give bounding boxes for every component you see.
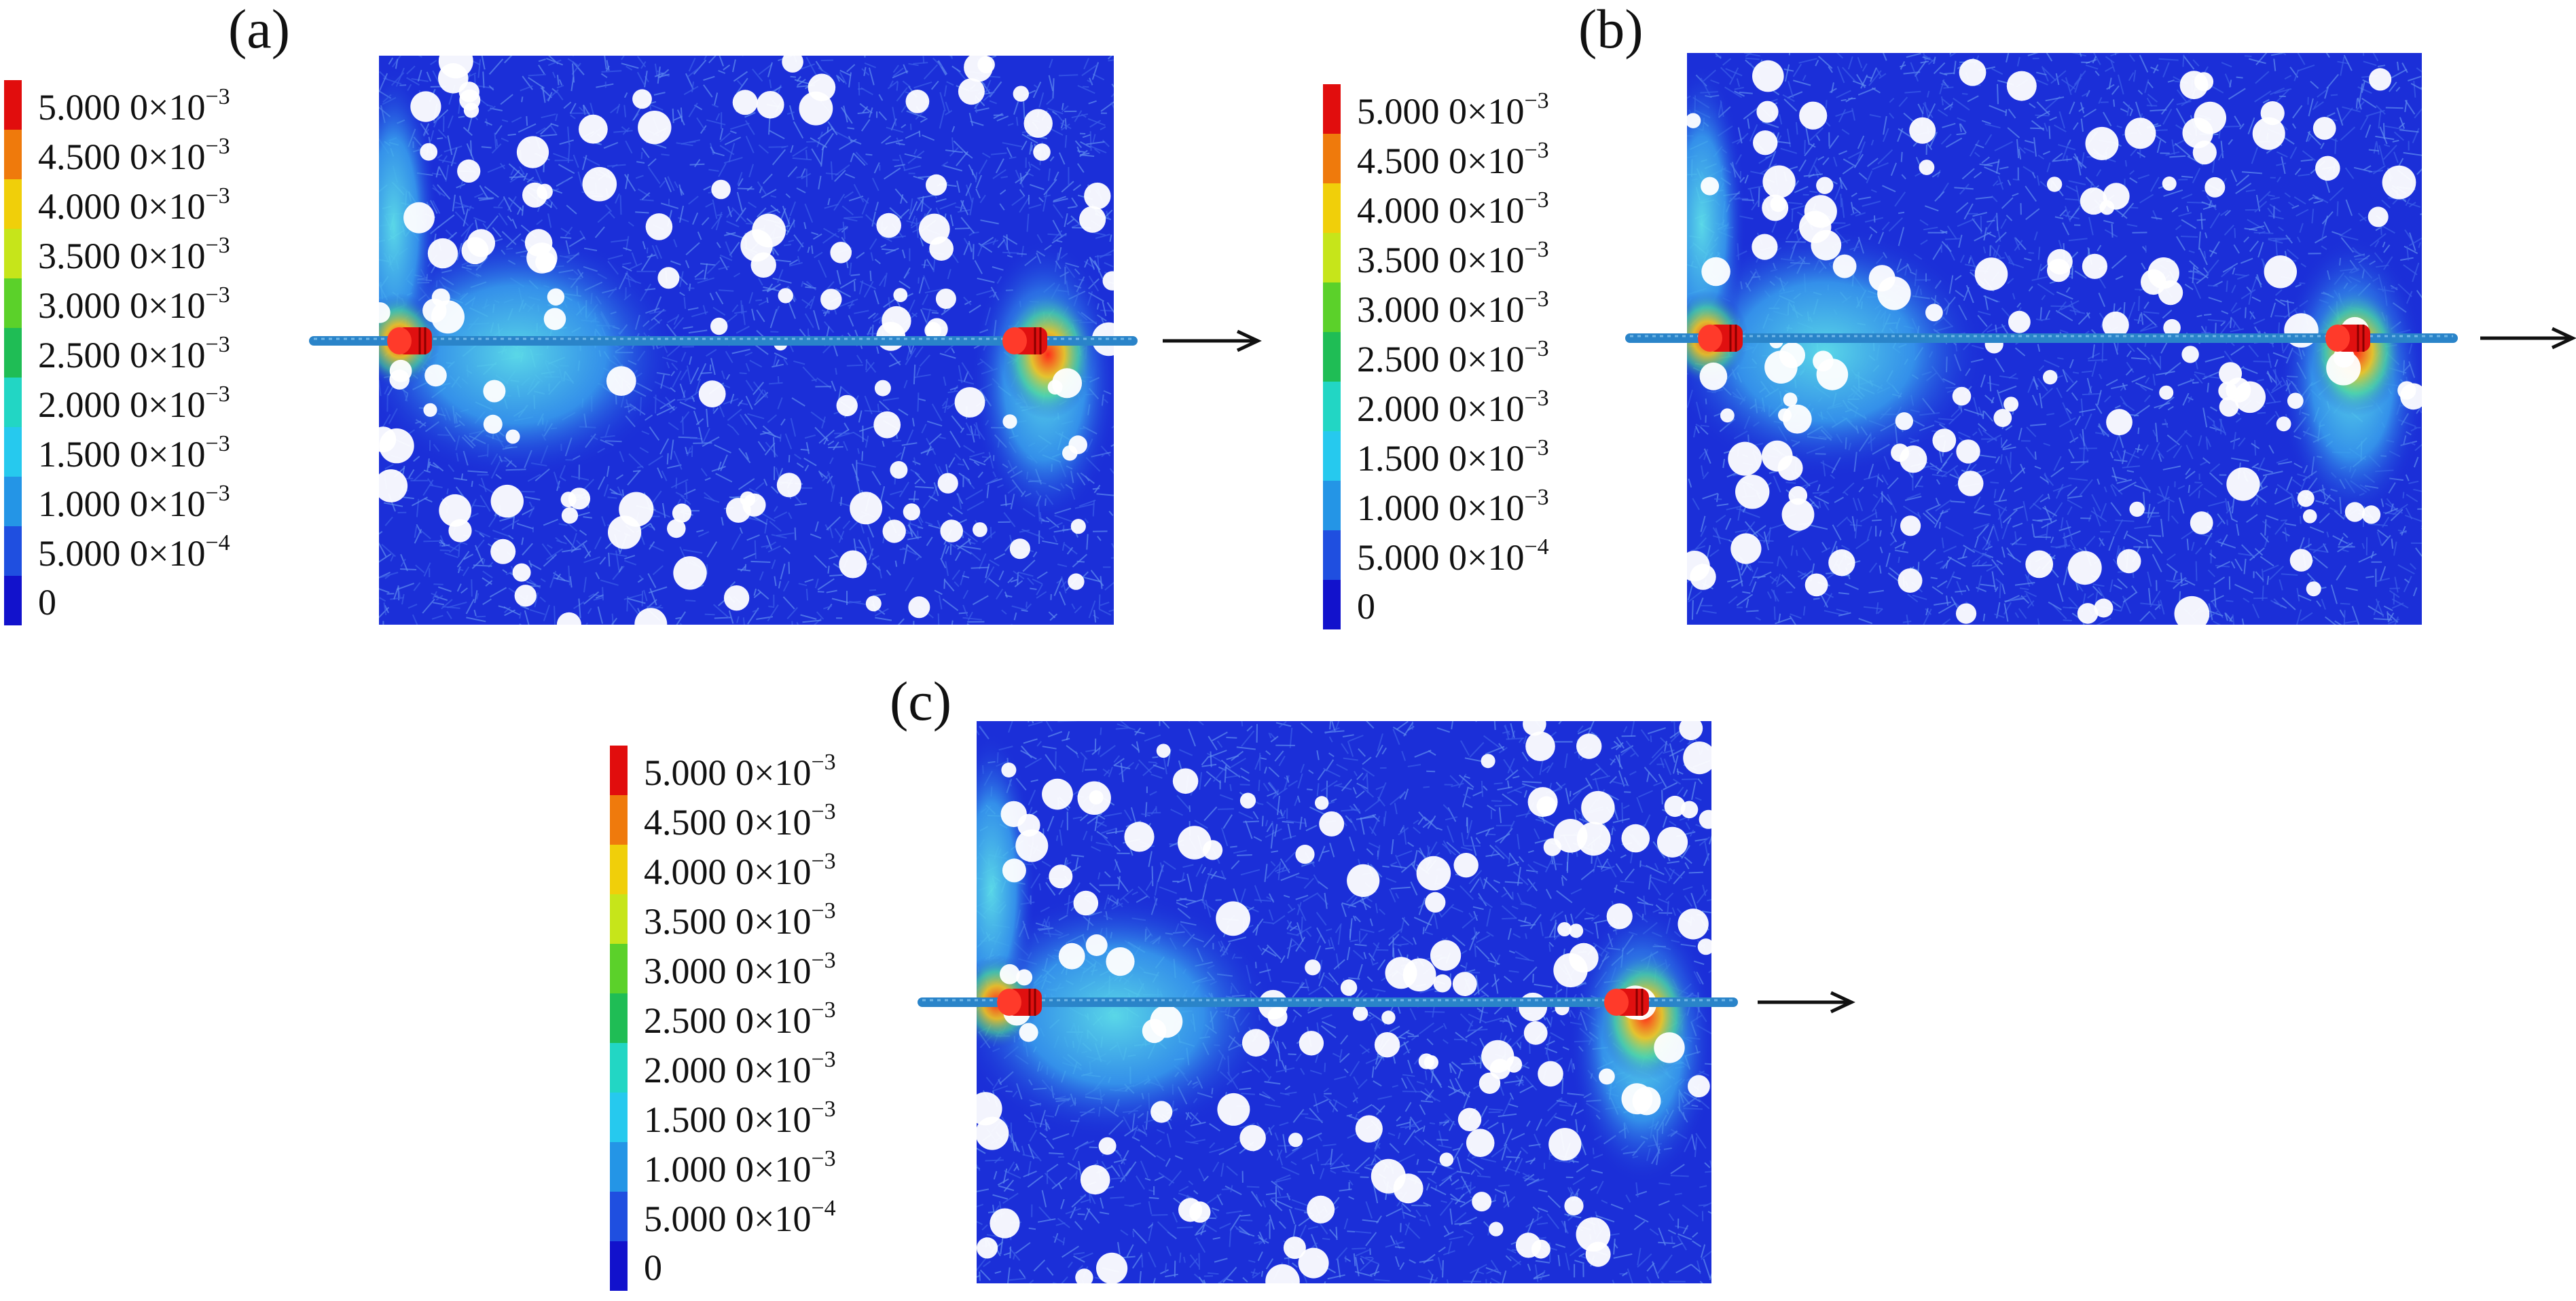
legend-label: 3.500 0×10−3	[644, 898, 836, 942]
legend-swatch	[4, 229, 22, 278]
legend-label: 3.500 0×10−3	[1357, 237, 1549, 280]
legend-swatch	[4, 80, 22, 130]
legend-swatch	[610, 894, 628, 944]
legend-label: 3.000 0×10−3	[38, 282, 230, 326]
legend-swatch	[610, 1142, 628, 1192]
legend-label: 0	[1357, 586, 1375, 627]
legend-label: 2.500 0×10−3	[644, 997, 836, 1041]
legend-label: 4.000 0×10−3	[38, 183, 230, 227]
direction-arrow	[1163, 329, 1262, 352]
legend-label: 2.500 0×10−3	[1357, 336, 1549, 380]
legend-label: 4.500 0×10−3	[1357, 138, 1549, 181]
legend-label: 3.500 0×10−3	[38, 233, 230, 276]
legend-swatch	[610, 746, 628, 795]
probe	[997, 989, 1042, 1016]
direction-arrow	[1758, 991, 1855, 1014]
legend-swatch	[1323, 233, 1341, 282]
legend-swatch	[610, 1241, 628, 1291]
legend-swatch	[610, 845, 628, 894]
legend-swatch	[4, 576, 22, 625]
legend-swatch	[4, 477, 22, 526]
legend-label: 3.000 0×10−3	[1357, 287, 1549, 330]
legend-swatch	[610, 1043, 628, 1093]
legend-swatch	[1323, 282, 1341, 332]
legend-label: 4.000 0×10−3	[644, 849, 836, 892]
legend-label: 1.500 0×10−3	[38, 431, 230, 475]
probe	[2325, 325, 2370, 352]
legend-swatch	[4, 378, 22, 427]
legend-label: 0	[38, 582, 56, 623]
legend-swatch	[1323, 84, 1341, 134]
legend-swatch	[610, 993, 628, 1043]
legend-label: 5.000 0×10−4	[38, 530, 230, 574]
legend-swatch	[1323, 431, 1341, 481]
legend-swatch	[610, 944, 628, 993]
legend-swatch	[1323, 580, 1341, 629]
legend-swatch	[4, 278, 22, 328]
legend-label: 5.000 0×10−3	[644, 750, 836, 793]
legend-swatch	[1323, 530, 1341, 580]
legend-label: 5.000 0×10−4	[644, 1196, 836, 1239]
legend-swatch	[1323, 481, 1341, 530]
legend-swatch	[4, 526, 22, 576]
legend-swatch	[4, 328, 22, 378]
legend-label: 4.500 0×10−3	[644, 799, 836, 843]
probe	[1604, 989, 1649, 1016]
legend-label: 3.000 0×10−3	[644, 948, 836, 991]
legend-label: 5.000 0×10−3	[1357, 88, 1549, 132]
direction-arrow	[2480, 327, 2576, 350]
legend-label: 2.500 0×10−3	[38, 332, 230, 375]
panel-label-a: (a)	[228, 0, 291, 60]
legend-swatch	[610, 1093, 628, 1142]
legend-label: 1.000 0×10−3	[38, 481, 230, 524]
probe	[1698, 325, 1743, 352]
legend-label: 5.000 0×10−4	[1357, 534, 1549, 578]
legend-swatch	[610, 795, 628, 845]
legend-label: 2.000 0×10−3	[644, 1047, 836, 1091]
legend-swatch	[1323, 134, 1341, 183]
legend-swatch	[1323, 382, 1341, 431]
legend-label: 0	[644, 1247, 662, 1288]
legend-label: 2.000 0×10−3	[38, 382, 230, 425]
legend-label: 1.000 0×10−3	[1357, 485, 1549, 528]
panel-label-b: (b)	[1578, 0, 1644, 60]
legend-label: 4.500 0×10−3	[38, 134, 230, 177]
legend-swatch	[1323, 183, 1341, 233]
legend-label: 1.000 0×10−3	[644, 1146, 836, 1190]
legend-swatch	[4, 427, 22, 477]
legend-label: 1.500 0×10−3	[1357, 435, 1549, 479]
legend-label: 1.500 0×10−3	[644, 1097, 836, 1140]
legend-swatch	[4, 179, 22, 229]
panel-label-c: (c)	[890, 670, 952, 732]
legend-swatch	[1323, 332, 1341, 382]
probe	[387, 327, 432, 354]
legend-label: 2.000 0×10−3	[1357, 386, 1549, 429]
legend-label: 4.000 0×10−3	[1357, 187, 1549, 231]
legend-swatch	[4, 130, 22, 179]
legend-swatch	[610, 1192, 628, 1241]
legend-label: 5.000 0×10−3	[38, 84, 230, 128]
probe	[1002, 327, 1047, 354]
